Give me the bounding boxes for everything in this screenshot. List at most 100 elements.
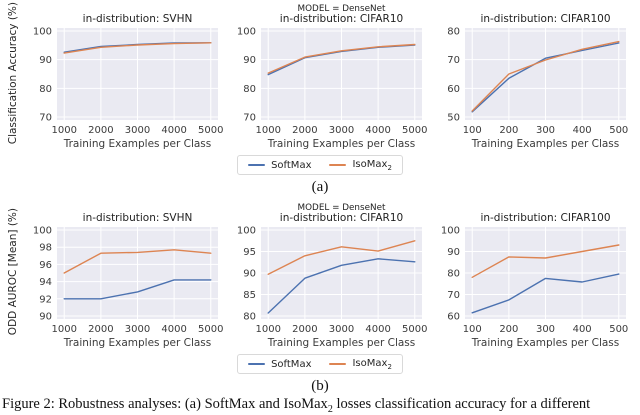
svg-text:3000: 3000 bbox=[329, 324, 354, 335]
caption-subscript: 2 bbox=[327, 403, 333, 414]
svg-text:1000: 1000 bbox=[256, 324, 281, 335]
svg-text:90: 90 bbox=[447, 247, 460, 258]
svg-text:5000: 5000 bbox=[402, 324, 427, 335]
svg-text:500: 500 bbox=[609, 324, 628, 335]
svg-text:4000: 4000 bbox=[161, 125, 186, 136]
svg-text:80: 80 bbox=[243, 312, 256, 323]
svg-text:80: 80 bbox=[243, 84, 256, 95]
svg-text:200: 200 bbox=[499, 324, 518, 335]
svg-text:100: 100 bbox=[463, 125, 482, 136]
series-softmax bbox=[471, 273, 620, 314]
y-axis-label-a-text: Classification Accuracy (%) bbox=[6, 1, 19, 145]
svg-text:500: 500 bbox=[609, 125, 628, 136]
gridlines bbox=[465, 28, 626, 120]
svg-text:70: 70 bbox=[39, 113, 52, 124]
legend-row-a: SoftMax IsoMax2 bbox=[0, 155, 640, 175]
chart-model-line: MODEL = DenseNet bbox=[298, 203, 386, 213]
svg-text:50: 50 bbox=[447, 113, 460, 124]
chart-title: in-distribution: SVHN bbox=[83, 212, 193, 224]
line-chart-a-cifar100: 50 60 70 80 100 200 300 400 500 in-distribution: … bbox=[447, 13, 628, 150]
svg-text:2000: 2000 bbox=[88, 324, 113, 335]
x-axis-label: Training Examples per Class bbox=[267, 337, 416, 349]
svg-text:60: 60 bbox=[447, 84, 460, 95]
x-axis-label: Training Examples per Class bbox=[471, 337, 620, 349]
svg-text:100: 100 bbox=[237, 27, 256, 38]
gridlines bbox=[465, 227, 626, 319]
svg-text:3000: 3000 bbox=[329, 125, 354, 136]
legend-line-swatch bbox=[248, 164, 266, 166]
legend-item-softmax: SoftMax bbox=[248, 160, 311, 171]
svg-text:80: 80 bbox=[447, 269, 460, 280]
svg-text:60: 60 bbox=[447, 312, 460, 323]
y-tick-labels: 60 70 80 90 100 bbox=[441, 226, 460, 323]
svg-text:400: 400 bbox=[573, 125, 592, 136]
svg-text:1000: 1000 bbox=[256, 125, 281, 136]
series-isomax2 bbox=[471, 40, 620, 112]
svg-text:94: 94 bbox=[39, 277, 52, 288]
caption-prefix: Figure 2: Robustness analyses: (a) SoftM… bbox=[2, 396, 328, 412]
svg-text:2000: 2000 bbox=[292, 125, 317, 136]
figure-caption: Figure 2: Robustness analyses: (a) SoftM… bbox=[0, 396, 640, 414]
chart-title: in-distribution: CIFAR10 bbox=[280, 13, 403, 25]
svg-text:2000: 2000 bbox=[292, 324, 317, 335]
y-tick-labels: 70 80 90 100 bbox=[33, 27, 52, 124]
svg-text:4000: 4000 bbox=[365, 324, 390, 335]
chart-title: in-distribution: CIFAR100 bbox=[480, 13, 610, 25]
series-isomax2 bbox=[267, 240, 416, 276]
legend-label: SoftMax bbox=[271, 159, 312, 171]
legend-line-swatch bbox=[248, 363, 266, 365]
chart-b-cifar10: 80 85 90 95 100 1000 2000 3000 4000 5000 MODEL = D… bbox=[225, 201, 429, 353]
svg-text:4000: 4000 bbox=[161, 324, 186, 335]
line-chart-b-svhn: 90 92 94 96 98 100 1000 2000 3000 4000 5000 in-dist… bbox=[33, 212, 224, 349]
svg-text:300: 300 bbox=[536, 324, 555, 335]
legend-line-swatch bbox=[329, 363, 347, 365]
svg-text:70: 70 bbox=[447, 290, 460, 301]
chart-a-cifar10: 70 80 90 100 1000 2000 3000 4000 5000 MODEL = Den… bbox=[225, 2, 429, 154]
figure-a: Classification Accuracy (%) 70 80 90 100 100… bbox=[0, 0, 640, 196]
svg-text:92: 92 bbox=[39, 294, 52, 305]
svg-text:90: 90 bbox=[39, 55, 52, 66]
x-tick-labels: 100 200 300 400 500 bbox=[463, 324, 629, 335]
line-chart-b-cifar10: 80 85 90 95 100 1000 2000 3000 4000 5000 MODEL = D… bbox=[237, 203, 428, 349]
x-axis-label: Training Examples per Class bbox=[63, 337, 212, 349]
svg-text:4000: 4000 bbox=[365, 125, 390, 136]
x-axis-label: Training Examples per Class bbox=[63, 138, 212, 150]
x-tick-labels: 1000 2000 3000 4000 5000 bbox=[52, 125, 224, 136]
svg-text:5000: 5000 bbox=[402, 125, 427, 136]
series-isomax2 bbox=[471, 244, 620, 279]
y-tick-labels: 90 92 94 96 98 100 bbox=[33, 226, 52, 323]
chart-title: in-distribution: CIFAR100 bbox=[480, 212, 610, 224]
svg-text:400: 400 bbox=[573, 324, 592, 335]
svg-text:3000: 3000 bbox=[125, 324, 150, 335]
chart-a-cifar100: 50 60 70 80 100 200 300 400 500 in-distribution: … bbox=[429, 2, 633, 154]
chart-b-svhn: 90 92 94 96 98 100 1000 2000 3000 4000 5000 in-dist… bbox=[21, 201, 225, 353]
y-axis-label-a: Classification Accuracy (%) bbox=[4, 2, 21, 154]
svg-text:80: 80 bbox=[447, 27, 460, 38]
svg-text:90: 90 bbox=[243, 55, 256, 66]
x-tick-labels: 1000 2000 3000 4000 5000 bbox=[52, 324, 224, 335]
svg-text:98: 98 bbox=[39, 243, 52, 254]
svg-text:1000: 1000 bbox=[52, 324, 77, 335]
gridlines bbox=[261, 227, 422, 319]
chart-a-svhn: 70 80 90 100 1000 2000 3000 4000 5000 in-distribu… bbox=[21, 2, 225, 154]
y-tick-labels: 50 60 70 80 bbox=[447, 27, 460, 124]
figure-b-charts-row: ODD AUROC [Mean] (%) 90 92 94 96 98 100 1000 20… bbox=[0, 201, 640, 353]
x-axis-label: Training Examples per Class bbox=[471, 138, 620, 150]
x-tick-labels: 1000 2000 3000 4000 5000 bbox=[256, 125, 428, 136]
legend-label: IsoMax2 bbox=[352, 158, 392, 172]
series-isomax2 bbox=[63, 249, 212, 274]
line-chart-a-svhn: 70 80 90 100 1000 2000 3000 4000 5000 in-distribu… bbox=[33, 13, 224, 150]
series-isomax2 bbox=[63, 42, 212, 54]
chart-b-cifar100: 60 70 80 90 100 100 200 300 400 500 in-distributio… bbox=[429, 201, 633, 353]
x-tick-labels: 1000 2000 3000 4000 5000 bbox=[256, 324, 428, 335]
y-axis-label-b-text: ODD AUROC [Mean] (%) bbox=[6, 208, 19, 336]
legend-item-softmax: SoftMax bbox=[248, 359, 311, 370]
svg-text:100: 100 bbox=[237, 226, 256, 237]
series-softmax bbox=[63, 279, 212, 300]
legend-line-swatch bbox=[329, 164, 347, 166]
svg-text:90: 90 bbox=[39, 312, 52, 323]
x-axis-label: Training Examples per Class bbox=[267, 138, 416, 150]
svg-text:3000: 3000 bbox=[125, 125, 150, 136]
subcaption-b: (b) bbox=[311, 378, 329, 394]
